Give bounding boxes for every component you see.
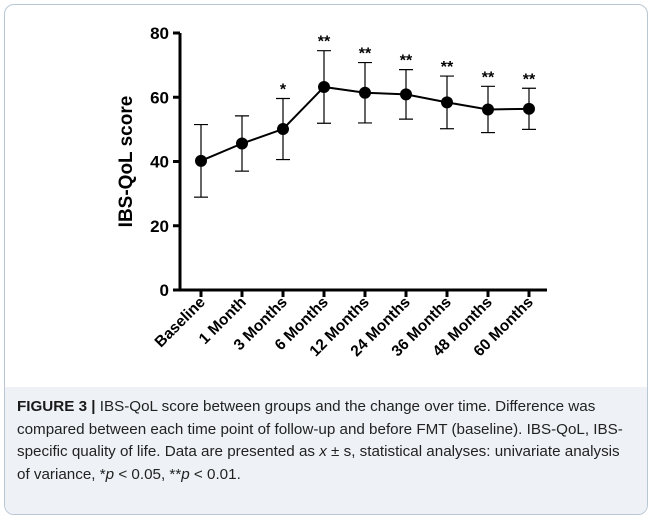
caption-text-1: IBS-QoL score between groups and the cha… — [17, 398, 623, 460]
significance-label: ** — [441, 59, 454, 76]
caption-p-symbol-2: p — [181, 465, 190, 483]
data-point — [359, 86, 371, 99]
data-point — [441, 96, 453, 109]
y-tick-label: 60 — [150, 88, 169, 107]
y-tick-label: 0 — [160, 281, 169, 300]
caption-star-2: ** — [169, 465, 182, 483]
y-tick-label: 40 — [150, 153, 169, 172]
caption-star-1: * — [99, 465, 106, 483]
significance-label: ** — [318, 34, 331, 51]
significance-label: ** — [359, 46, 372, 63]
y-tick-label: 20 — [150, 217, 169, 236]
caption-p-symbol-1: p — [105, 465, 115, 483]
data-point — [400, 88, 412, 101]
caption-text-4: < 0.01. — [189, 465, 241, 483]
significance-label: ** — [482, 69, 495, 86]
chart-series — [194, 50, 536, 198]
caption-text-2: ± s, statistical analyses: univariate an… — [17, 443, 620, 483]
data-point — [277, 123, 289, 136]
x-tick-label: Baseline — [152, 294, 209, 351]
data-point — [482, 103, 494, 116]
data-point — [236, 137, 248, 150]
figure-label: FIGURE 3 | — [17, 398, 96, 415]
y-tick-label: 80 — [150, 24, 169, 43]
significance-label: ** — [523, 71, 536, 88]
figure-panel: 0 20 40 60 80 Baseline 1 Month 3 Months 6 Months… — [4, 4, 648, 515]
caption-text-3: < 0.05, — [114, 465, 170, 483]
data-point — [318, 80, 330, 93]
y-axis-title: IBS-QoL score — [116, 96, 137, 228]
significance-label: * — [280, 82, 287, 99]
data-point — [523, 102, 535, 115]
figure-caption: FIGURE 3 | IBS-QoL score between groups … — [5, 387, 647, 514]
caption-x-symbol: x — [319, 443, 327, 460]
chart-axes — [173, 31, 547, 297]
data-point — [195, 154, 207, 167]
significance-label: ** — [400, 53, 413, 70]
